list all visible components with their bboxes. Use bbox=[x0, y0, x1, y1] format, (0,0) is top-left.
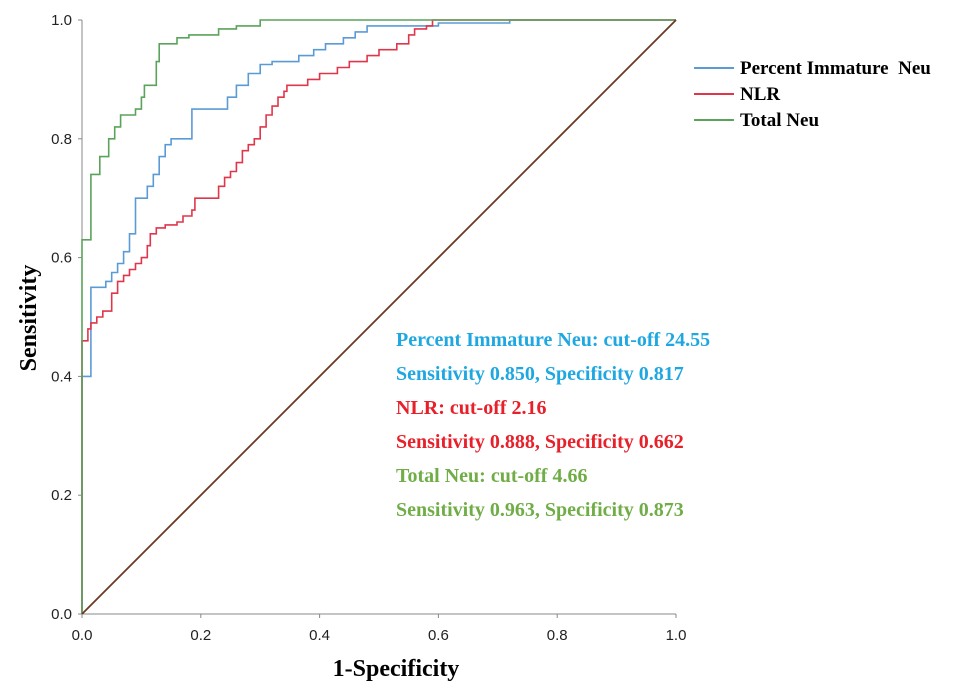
y-axis-title: Sensitivity bbox=[16, 265, 42, 372]
legend: Percent Immature Neu NLR Total Neu bbox=[694, 58, 931, 131]
legend-label: Total Neu bbox=[740, 110, 819, 131]
series-line-total-neu bbox=[81, 19, 676, 614]
x-tick-label: 0.4 bbox=[309, 627, 330, 644]
y-tick-label: 1.0 bbox=[51, 12, 72, 29]
cutoff-annotation-line: Sensitivity 0.850, Specificity 0.817 bbox=[396, 363, 684, 385]
series-layer bbox=[81, 19, 677, 615]
y-tick-label: 0.4 bbox=[51, 368, 72, 385]
x-tick-label: 0.6 bbox=[428, 627, 449, 644]
x-axis-title: 1-Specificity bbox=[333, 656, 460, 682]
cutoff-annotation-line: NLR: cut-off 2.16 bbox=[396, 397, 547, 419]
x-tick-label: 0.0 bbox=[72, 627, 93, 644]
legend-label: Percent Immature Neu bbox=[740, 58, 931, 79]
series-line-nlr bbox=[81, 19, 676, 614]
cutoff-annotations: Percent Immature Neu: cut-off 24.55 Sensi… bbox=[396, 329, 710, 521]
legend-label: NLR bbox=[740, 84, 780, 105]
cutoff-annotation-line: Sensitivity 0.963, Specificity 0.873 bbox=[396, 499, 684, 521]
reference-diagonal-line bbox=[81, 19, 677, 615]
ticks-layer: 0.0 0.2 0.4 0.6 0.8 1.0 0.0 0.2 0.4 0.6 0.8 1.0 bbox=[51, 12, 686, 644]
cutoff-annotation-line: Percent Immature Neu: cut-off 24.55 bbox=[396, 329, 710, 351]
x-tick-label: 0.2 bbox=[190, 627, 211, 644]
x-tick-label: 1.0 bbox=[666, 627, 687, 644]
x-tick-label: 0.8 bbox=[547, 627, 568, 644]
cutoff-annotation-line: Total Neu: cut-off 4.66 bbox=[396, 465, 587, 487]
series-line-percent-immature-neu bbox=[81, 19, 676, 614]
y-tick-label: 0.2 bbox=[51, 487, 72, 504]
y-tick-label: 0.8 bbox=[51, 131, 72, 148]
cutoff-annotation-line: Sensitivity 0.888, Specificity 0.662 bbox=[396, 431, 684, 453]
y-tick-label: 0.6 bbox=[51, 250, 72, 267]
y-tick-label: 0.0 bbox=[51, 606, 72, 623]
